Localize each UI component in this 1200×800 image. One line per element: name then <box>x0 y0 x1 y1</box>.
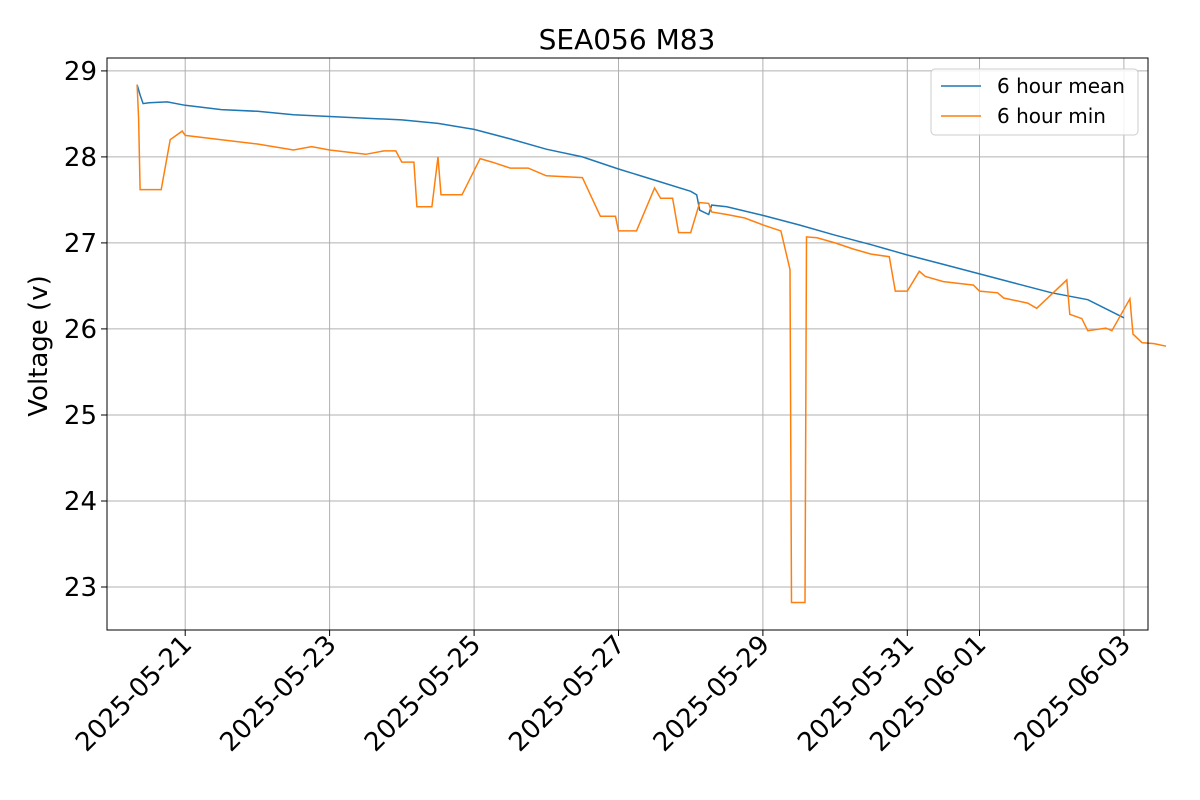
y-tick-label-23: 23 <box>64 573 97 603</box>
y-tick-label-26: 26 <box>64 315 97 345</box>
grid-lines <box>107 58 1148 630</box>
y-axis-label: Voltage (v) <box>24 275 54 416</box>
series-line-6-hour-mean <box>136 84 1125 319</box>
plot-area-frame <box>106 57 1149 631</box>
series-layer <box>136 84 1167 604</box>
x-tick-label-2025-05-27: 2025-05-27 <box>503 630 631 758</box>
chart-title: SEA056 M83 <box>539 23 716 56</box>
x-tick-label-2025-06-03: 2025-06-03 <box>1009 630 1137 758</box>
legend-label-6-hour-min: 6 hour min <box>997 104 1106 128</box>
x-tick-label-2025-05-23: 2025-05-23 <box>214 630 342 758</box>
series-line-6-hour-min <box>136 84 1167 604</box>
y-tick-label-25: 25 <box>64 401 97 431</box>
y-tick-label-29: 29 <box>64 57 97 87</box>
x-tick-label-2025-05-29: 2025-05-29 <box>648 630 776 758</box>
y-tick-label-24: 24 <box>64 487 97 517</box>
y-tick-label-27: 27 <box>64 229 97 259</box>
legend-label-6-hour-mean: 6 hour mean <box>997 74 1125 98</box>
legend-box <box>930 68 1139 136</box>
legend: 6 hour mean 6 hour min <box>930 68 1139 136</box>
y-tick-label-28: 28 <box>64 143 97 173</box>
x-tick-label-2025-05-21: 2025-05-21 <box>70 630 198 758</box>
x-tick-label-2025-05-25: 2025-05-25 <box>359 630 487 758</box>
